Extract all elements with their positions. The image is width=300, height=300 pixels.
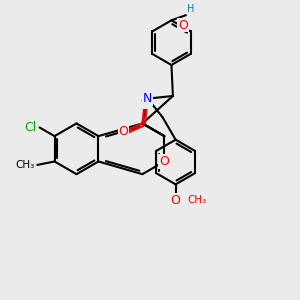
Text: O: O xyxy=(171,194,181,207)
Text: H: H xyxy=(187,4,195,14)
Text: O: O xyxy=(140,95,150,108)
Text: O: O xyxy=(159,155,169,168)
Text: O: O xyxy=(118,125,128,138)
Text: CH₃: CH₃ xyxy=(188,195,207,205)
Text: Cl: Cl xyxy=(24,121,36,134)
Text: N: N xyxy=(143,92,152,105)
Text: CH₃: CH₃ xyxy=(16,160,35,170)
Text: O: O xyxy=(178,19,188,32)
